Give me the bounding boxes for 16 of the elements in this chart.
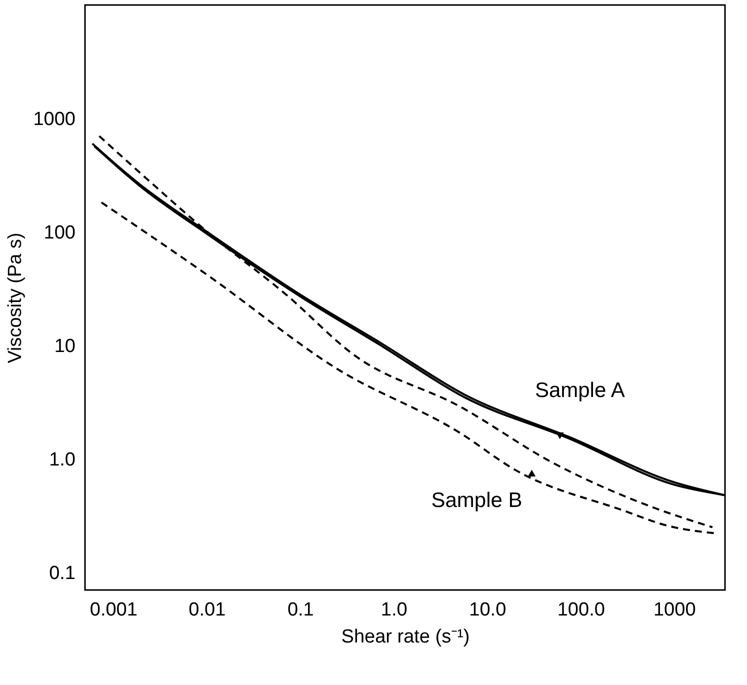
x-tick-label: 0.1 [287, 600, 314, 620]
y-tick-label: 0.1 [49, 562, 76, 584]
y-axis-title: Viscosity (Pa s) [5, 232, 26, 364]
annotation: Sample A [534, 378, 625, 402]
x-tick-label: 1.0 [380, 600, 408, 620]
x-tick-label: 0.01 [188, 600, 226, 620]
x-axis-title: Shear rate (s⁻¹) [341, 626, 470, 648]
annotation: Sample B [431, 489, 522, 512]
x-tick-label: 0.001 [90, 600, 138, 620]
x-tick-label: 10.0 [469, 600, 506, 620]
y-tick-label: 100 [44, 222, 76, 244]
x-tick-label: 100.0 [557, 600, 605, 620]
y-tick-label: 10 [54, 336, 76, 357]
y-tick-label: 1.0 [49, 449, 76, 470]
y-tick-label: 1000 [33, 108, 76, 130]
x-tick-label: 1000 [653, 600, 696, 620]
